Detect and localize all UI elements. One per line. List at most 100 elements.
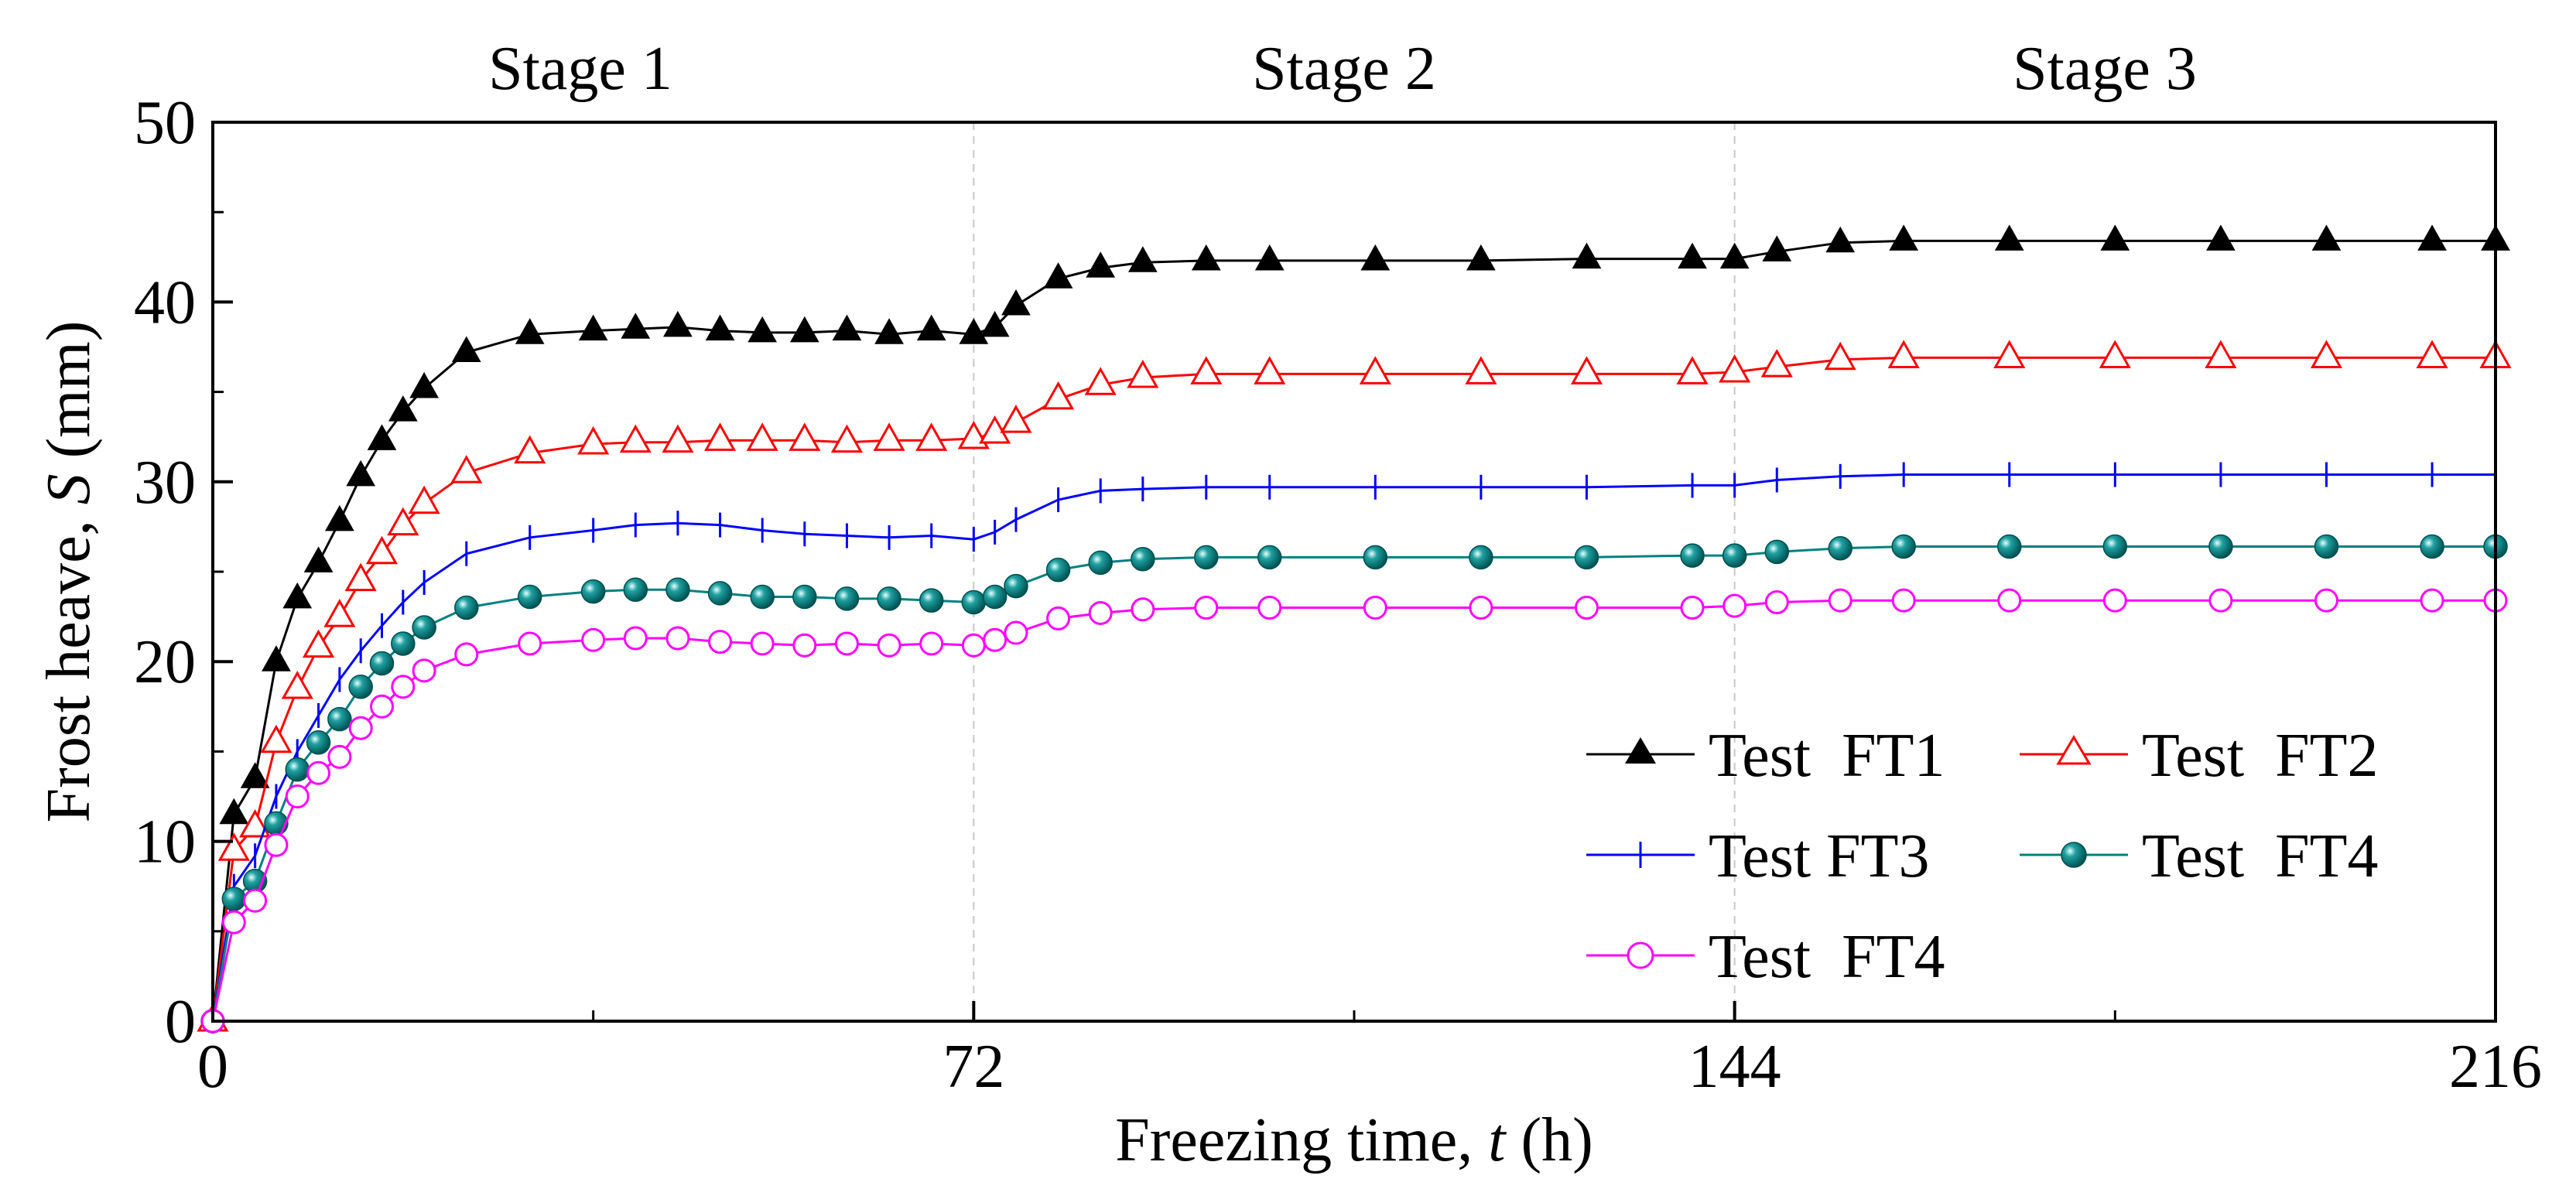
data-point-ft2 <box>915 422 948 451</box>
data-point-ft4-teal <box>1764 539 1790 565</box>
y-tick-label-30: 30 <box>134 449 196 517</box>
series-ft4-magenta <box>200 588 2508 1034</box>
data-point-ft4-teal <box>2314 534 2339 559</box>
data-point-ft4-teal <box>834 586 860 611</box>
data-point-ft1 <box>2100 224 2130 251</box>
stage-label-3: Stage 3 <box>2013 35 2197 103</box>
data-point-ft2 <box>1824 341 1856 371</box>
legend-marker-ft2 <box>2056 735 2092 765</box>
data-point-ft2 <box>1190 356 1223 384</box>
data-point-ft4-magenta <box>2102 588 2127 613</box>
data-point-ft4-magenta <box>306 760 331 785</box>
data-point-ft2 <box>619 424 652 453</box>
data-point-ft1 <box>1719 242 1750 269</box>
y-tick-label-20: 20 <box>134 628 196 696</box>
data-point-ft2 <box>365 535 399 565</box>
data-point-ft4-teal <box>1891 534 1916 559</box>
data-point-ft4-magenta <box>750 631 775 656</box>
data-point-ft1 <box>1191 244 1221 271</box>
data-point-ft4-teal <box>306 730 331 755</box>
data-point-ft2 <box>1887 340 1920 368</box>
data-point-ft4-magenta <box>1194 595 1219 620</box>
data-point-ft4-teal <box>1574 545 1599 570</box>
data-point-ft4-teal <box>1722 543 1747 568</box>
data-point-ft4-teal <box>1194 545 1219 570</box>
data-point-ft4-magenta <box>2314 588 2338 613</box>
data-point-ft1 <box>240 762 270 788</box>
data-point-ft4-magenta <box>243 888 268 913</box>
data-point-ft4-teal <box>1131 546 1155 572</box>
data-point-ft1 <box>578 314 608 341</box>
data-point-ft4-magenta <box>221 910 246 935</box>
legend-label-ft2: Test FT2 <box>2142 722 2379 790</box>
y-tick-label-50: 50 <box>134 89 196 157</box>
data-point-ft2 <box>1084 367 1117 395</box>
data-point-ft1 <box>282 582 313 609</box>
data-point-ft2 <box>2099 340 2131 368</box>
data-point-ft4-teal <box>412 615 436 640</box>
x-tick-label-216: 216 <box>2449 1033 2542 1101</box>
data-point-ft2 <box>217 832 250 861</box>
x-tick-label-144: 144 <box>1688 1033 1781 1101</box>
legend-label-ft1: Test FT1 <box>1709 722 1945 790</box>
data-point-ft4-magenta <box>581 627 606 652</box>
data-point-ft2 <box>703 422 737 451</box>
series-line-ft3 <box>211 473 2496 1022</box>
data-point-ft2 <box>1760 349 1793 378</box>
data-point-ft2 <box>2205 340 2237 368</box>
data-point-ft4-magenta <box>1088 600 1113 625</box>
data-point-ft1 <box>705 314 735 341</box>
data-point-ft1 <box>874 318 904 344</box>
data-point-ft4-teal <box>877 586 901 611</box>
series-line-ft4-magenta <box>211 599 2496 1022</box>
data-point-ft1 <box>2311 224 2342 251</box>
data-point-ft1 <box>2206 224 2236 251</box>
data-point-ft2 <box>303 629 335 658</box>
data-point-ft1 <box>747 316 778 343</box>
legend-item-ft4-magenta: Test FT4 <box>1586 923 1945 991</box>
data-point-ft1 <box>1889 224 1919 251</box>
data-point-ft4-magenta <box>1363 595 1387 620</box>
y-tick-label-0: 0 <box>165 988 196 1056</box>
legend-label-ft4-magenta: Test FT4 <box>1709 923 1945 991</box>
data-point-ft4-teal <box>454 595 479 620</box>
data-point-ft1 <box>367 424 397 450</box>
data-point-ft4-magenta <box>665 626 690 651</box>
data-point-ft4-teal <box>391 631 416 656</box>
y-axis-title: Frost heave, S (mm) <box>35 321 103 823</box>
data-point-ft1 <box>346 460 376 487</box>
data-point-ft4-magenta <box>961 633 986 658</box>
legend: Test FT1 Test FT2 Test FT3 Test FT4 Test… <box>1586 722 2379 991</box>
data-point-ft2 <box>789 422 821 451</box>
legend-item-ft1: Test FT1 <box>1586 722 1945 790</box>
x-tick-label-0: 0 <box>197 1033 228 1101</box>
data-point-ft4-magenta <box>623 626 648 651</box>
data-point-ft1 <box>219 798 249 825</box>
data-point-ft4-magenta <box>1891 588 1916 613</box>
data-point-ft2 <box>344 562 377 592</box>
data-point-ft4-teal <box>961 589 987 615</box>
data-point-ft2 <box>2310 340 2343 368</box>
legend-label-ft3: Test FT3 <box>1709 822 1930 890</box>
data-point-ft2 <box>830 424 864 453</box>
data-point-ft1 <box>663 310 693 337</box>
data-point-ft1 <box>916 314 946 341</box>
legend-marker-ft4-magenta <box>1627 941 1654 969</box>
legend-marker-ft1 <box>1625 737 1656 764</box>
legend-marker-ft4-teal <box>2061 842 2087 868</box>
data-point-ft4-magenta <box>327 744 352 769</box>
data-point-ft4-teal <box>2102 534 2128 559</box>
data-point-ft2 <box>746 422 778 451</box>
data-point-ft4-teal <box>792 584 817 610</box>
data-point-ft1 <box>1127 246 1158 272</box>
data-point-ft4-magenta <box>518 631 542 656</box>
data-point-ft4-magenta <box>877 633 901 658</box>
x-axis-title: Freezing time, t (h) <box>1115 1106 1593 1174</box>
data-point-ft2 <box>408 485 440 514</box>
data-point-ft2 <box>323 599 356 627</box>
data-point-ft4-teal <box>1045 557 1071 583</box>
data-point-ft4-magenta <box>708 630 733 654</box>
data-point-ft1 <box>409 371 440 398</box>
data-point-ft1 <box>515 318 545 344</box>
data-point-ft2 <box>873 422 905 451</box>
